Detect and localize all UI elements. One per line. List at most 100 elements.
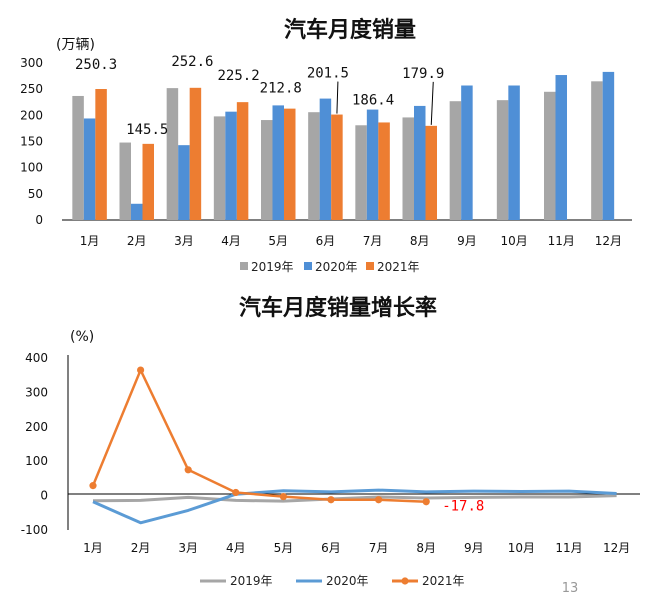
bar-mark <box>461 85 473 221</box>
bar-mark <box>72 95 84 220</box>
bar-label-leader <box>336 81 339 114</box>
bar-mark <box>225 111 237 220</box>
bar-legend-swatch <box>240 262 248 270</box>
bar-x-tick-label: 4月 <box>221 234 241 248</box>
bar-y-tick-label: 50 <box>28 187 43 201</box>
bar-mark <box>449 101 462 220</box>
bar-mark <box>331 114 343 220</box>
bar-y-tick-label: 300 <box>20 56 43 70</box>
line-series-path <box>91 368 427 503</box>
bar-mark <box>119 142 131 220</box>
bar-legend-label: 2020年 <box>315 260 358 274</box>
bar-x-tick-label: 2月 <box>127 234 147 248</box>
bar-mark <box>591 81 603 220</box>
bar-mark <box>236 102 249 220</box>
bar-data-label: 186.4 <box>352 92 394 108</box>
bar-mark <box>319 98 332 220</box>
line-y-tick-label: 200 <box>25 420 48 434</box>
bar-mark <box>425 125 437 220</box>
bar-marks <box>72 71 615 221</box>
bar-mark <box>178 145 190 220</box>
bar-mark <box>131 203 143 220</box>
line-x-tick-label: 2月 <box>131 541 151 555</box>
line-x-tick-label: 3月 <box>178 541 198 555</box>
bar-x-tick-label: 7月 <box>363 234 383 248</box>
line-legend: 2019年 2020年 2021年 <box>200 574 465 588</box>
line-y-tick-label: 0 <box>40 489 48 503</box>
line-x-tick-label: 11月 <box>555 541 582 555</box>
bar-mark <box>378 122 390 220</box>
line-y-tick-label: -100 <box>21 523 48 537</box>
bar-mark <box>272 105 284 220</box>
bar-y-tick-label: 0 <box>35 213 43 227</box>
bar-legend-swatch <box>366 262 374 270</box>
bar-legend-swatch <box>304 262 312 270</box>
line-point <box>184 466 192 474</box>
bar-y-tick-label: 150 <box>20 135 43 149</box>
bar-data-label: 179.9 <box>402 66 444 82</box>
line-y-axis-ticks: -100 0 100 200 300 400 <box>21 351 48 537</box>
bar-mark <box>544 91 556 221</box>
line-x-tick-label: 9月 <box>464 541 484 555</box>
line-x-tick-label: 8月 <box>416 541 436 555</box>
bar-x-tick-label: 5月 <box>268 234 288 248</box>
bar-data-label: 250.3 <box>75 57 117 73</box>
bar-data-label: 252.6 <box>171 54 213 70</box>
bar-legend-label: 2021年 <box>377 260 420 274</box>
line-chart-unit-label: (%) <box>70 329 94 345</box>
line-chart: 汽车月度销量增长率 (%) -100 0 100 200 300 400 -17.8 1月… <box>21 295 640 588</box>
bar-x-tick-label: 12月 <box>595 234 622 248</box>
bar-mark <box>166 88 179 221</box>
bar-x-axis-ticks: 1月 2月 3月 4月 5月 6月 7月 8月 9月 10月 11月 12月 <box>80 234 622 248</box>
bar-mark <box>402 117 414 220</box>
line-x-tick-label: 7月 <box>369 541 389 555</box>
line-legend-marker <box>401 577 409 585</box>
line-point <box>327 496 335 504</box>
line-point <box>422 498 430 506</box>
line-y-tick-label: 400 <box>25 351 48 365</box>
bar-x-tick-label: 10月 <box>500 234 527 248</box>
line-legend-label: 2021年 <box>422 574 465 588</box>
line-x-tick-label: 12月 <box>603 541 630 555</box>
bar-y-axis-ticks: 0 50 100 150 200 250 300 <box>20 56 43 227</box>
bar-y-tick-label: 200 <box>20 108 43 122</box>
line-point <box>375 496 383 504</box>
line-point <box>279 493 287 501</box>
bar-x-tick-label: 8月 <box>410 234 430 248</box>
line-point <box>89 482 97 490</box>
bar-mark <box>308 112 320 220</box>
bar-chart-unit-label: (万辆) <box>56 37 95 53</box>
line-x-tick-label: 5月 <box>274 541 294 555</box>
line-series-path <box>92 488 617 525</box>
bar-x-tick-label: 3月 <box>174 234 194 248</box>
bar-chart-title: 汽车月度销量 <box>284 17 416 43</box>
bar-data-label: 225.2 <box>218 68 260 84</box>
bar-data-label: 212.8 <box>260 81 302 97</box>
bar-data-label: 145.5 <box>126 122 168 138</box>
line-point <box>137 366 145 374</box>
bar-mark <box>414 105 426 220</box>
page-number: 13 <box>562 581 579 596</box>
bar-mark <box>496 100 509 220</box>
line-legend-label: 2019年 <box>230 574 273 588</box>
bar-mark <box>355 125 367 220</box>
line-series <box>89 366 617 525</box>
bar-chart: 汽车月度销量 (万辆) 0 50 100 150 200 250 300 250.3 145.… <box>20 17 632 274</box>
line-y-tick-label: 300 <box>25 385 48 399</box>
line-x-tick-label: 1月 <box>83 541 103 555</box>
bar-mark <box>189 87 202 220</box>
line-x-axis-ticks: 1月 2月 3月 4月 5月 6月 7月 8月 9月 10月 11月 12月 <box>83 541 630 555</box>
line-series-path <box>92 494 617 503</box>
bar-mark <box>83 118 96 220</box>
line-end-label: -17.8 <box>442 499 484 515</box>
bar-mark <box>366 109 379 220</box>
bar-y-tick-label: 100 <box>20 161 43 175</box>
bar-mark <box>261 120 273 220</box>
bar-data-label: 201.5 <box>307 66 349 82</box>
line-chart-title: 汽车月度销量增长率 <box>239 295 437 321</box>
bar-x-tick-label: 6月 <box>316 234 336 248</box>
bar-x-tick-label: 9月 <box>457 234 477 248</box>
line-point <box>232 488 240 497</box>
line-legend-label: 2020年 <box>326 574 369 588</box>
